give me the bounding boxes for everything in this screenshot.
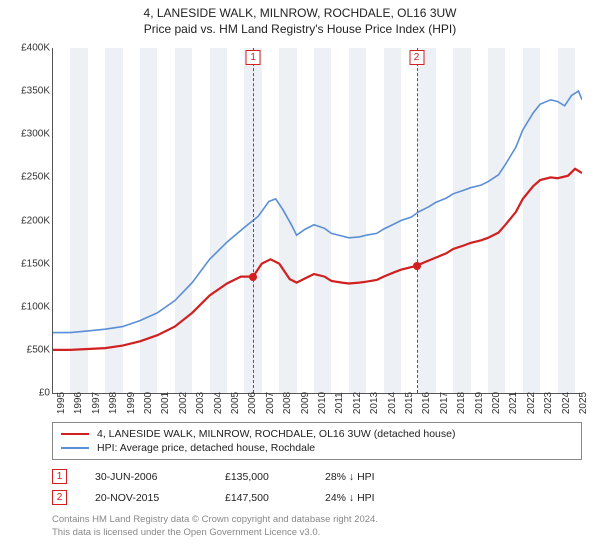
chart-container: 4, LANESIDE WALK, MILNROW, ROCHDALE, OL1…	[0, 0, 600, 560]
legend-item: HPI: Average price, detached house, Roch…	[61, 441, 573, 455]
x-tick-label: 2007	[261, 392, 276, 414]
x-tick-label: 1997	[87, 392, 102, 414]
x-tick-label: 2011	[330, 392, 345, 414]
sale-marker	[249, 273, 257, 281]
sale-date: 20-NOV-2015	[95, 492, 225, 504]
legend-swatch	[61, 433, 89, 435]
legend-swatch	[61, 447, 89, 449]
sale-row: 2 20-NOV-2015£147,50024% ↓ HPI	[52, 487, 582, 508]
x-tick-label: 2002	[174, 392, 189, 414]
legend-label: HPI: Average price, detached house, Roch…	[97, 442, 315, 454]
line-series	[53, 48, 582, 393]
x-tick-label: 2005	[226, 392, 241, 414]
x-tick-label: 2021	[504, 392, 519, 414]
sale-price: £135,000	[225, 471, 325, 483]
legend: 4, LANESIDE WALK, MILNROW, ROCHDALE, OL1…	[52, 422, 582, 460]
x-tick-label: 2018	[452, 392, 467, 414]
chart-subtitle: Price paid vs. HM Land Registry's House …	[10, 22, 590, 36]
y-tick-label: £200K	[10, 215, 50, 226]
sale-index-box: 1	[52, 469, 67, 484]
x-tick-label: 2019	[470, 392, 485, 414]
x-tick-label: 2016	[417, 392, 432, 414]
x-tick-label: 2017	[435, 392, 450, 414]
series-hpi	[53, 91, 582, 333]
sale-price: £147,500	[225, 492, 325, 504]
x-tick-label: 2015	[400, 392, 415, 414]
y-tick-label: £350K	[10, 86, 50, 97]
x-tick-label: 1995	[52, 392, 67, 414]
x-tick-label: 2001	[156, 392, 171, 414]
chart-area: £0 £50K £100K £150K £200K £250K £300K £350K £400…	[10, 42, 590, 418]
event-line	[417, 48, 418, 393]
sale-index-box: 2	[52, 490, 67, 505]
x-tick-label: 2013	[365, 392, 380, 414]
x-tick-label: 2012	[348, 392, 363, 414]
y-tick-label: £150K	[10, 258, 50, 269]
x-tick-label: 2025	[574, 392, 589, 414]
y-tick-label: £0	[10, 388, 50, 399]
legend-item: 4, LANESIDE WALK, MILNROW, ROCHDALE, OL1…	[61, 427, 573, 441]
x-tick-label: 2000	[139, 392, 154, 414]
x-tick-label: 2008	[278, 392, 293, 414]
chart-title: 4, LANESIDE WALK, MILNROW, ROCHDALE, OL1…	[10, 6, 590, 20]
x-tick-label: 2009	[296, 392, 311, 414]
footer: Contains HM Land Registry data © Crown c…	[52, 514, 582, 540]
plot-area: 12	[52, 48, 582, 394]
x-tick-label: 2010	[313, 392, 328, 414]
event-box: 1	[246, 50, 261, 65]
footer-line-1: Contains HM Land Registry data © Crown c…	[52, 514, 582, 527]
sale-delta: 28% ↓ HPI	[325, 471, 445, 483]
x-tick-label: 2022	[522, 392, 537, 414]
x-tick-label: 2020	[487, 392, 502, 414]
footer-line-2: This data is licensed under the Open Gov…	[52, 527, 582, 540]
sales-table: 1 30-JUN-2006£135,00028% ↓ HPI 2 20-NOV-201…	[52, 466, 582, 508]
x-tick-label: 1996	[69, 392, 84, 414]
sale-row: 1 30-JUN-2006£135,00028% ↓ HPI	[52, 466, 582, 487]
y-tick-label: £250K	[10, 172, 50, 183]
sale-delta: 24% ↓ HPI	[325, 492, 445, 504]
x-tick-label: 2004	[209, 392, 224, 414]
event-line	[253, 48, 254, 393]
sale-marker	[413, 262, 421, 270]
x-tick-label: 2024	[557, 392, 572, 414]
sale-date: 30-JUN-2006	[95, 471, 225, 483]
x-tick-label: 1998	[104, 392, 119, 414]
y-tick-label: £50K	[10, 344, 50, 355]
x-tick-label: 2003	[191, 392, 206, 414]
x-tick-label: 2006	[243, 392, 258, 414]
x-tick-label: 1999	[122, 392, 137, 414]
x-tick-label: 2023	[539, 392, 554, 414]
legend-label: 4, LANESIDE WALK, MILNROW, ROCHDALE, OL1…	[97, 428, 456, 440]
y-tick-label: £100K	[10, 301, 50, 312]
y-tick-label: £300K	[10, 129, 50, 140]
x-tick-label: 2014	[383, 392, 398, 414]
y-tick-label: £400K	[10, 43, 50, 54]
event-box: 2	[409, 50, 424, 65]
